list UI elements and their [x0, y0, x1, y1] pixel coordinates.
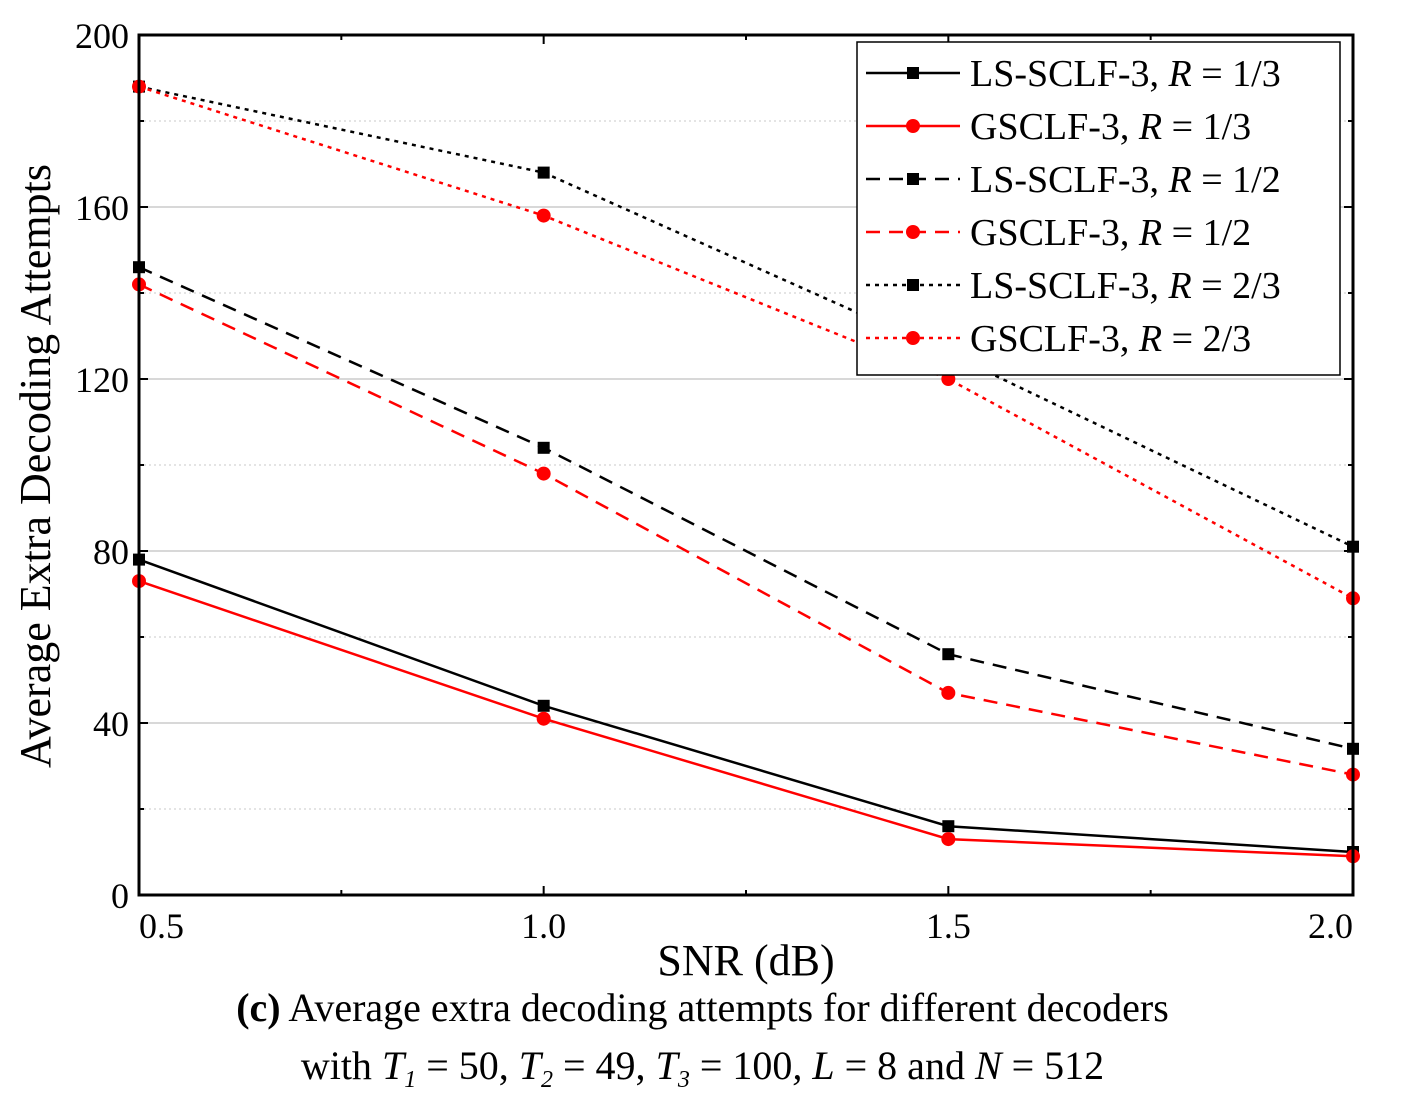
figure-caption-line-2: with T1 = 50, T2 = 49, T3 = 100, L = 8 a…	[0, 1042, 1405, 1094]
series-1	[132, 574, 1360, 864]
caption-comma: ,	[792, 1043, 813, 1088]
y-tick-label: 80	[93, 532, 129, 572]
data-point	[537, 166, 550, 179]
caption-t2-var: T	[518, 1043, 541, 1088]
caption-l-var: L	[812, 1043, 835, 1088]
data-point	[941, 685, 956, 700]
caption-n-var: N	[974, 1043, 1002, 1088]
data-point	[942, 820, 955, 833]
series-line-3	[138, 283, 1354, 776]
series-line-5	[138, 85, 1354, 600]
caption-t3-sub: 3	[677, 1067, 690, 1093]
legend-marker	[907, 279, 919, 291]
series-3	[132, 277, 1360, 782]
legend-marker	[906, 225, 920, 239]
series-2	[133, 261, 1359, 755]
legend-marker	[906, 119, 920, 133]
caption-t3-var: T	[655, 1043, 678, 1088]
line-chart: 0 40 80 120 160 200 0.5 1.0 1.5 2.0 LS-SCLF-3, R …	[11, 16, 1360, 985]
y-tick-label: 40	[93, 704, 129, 744]
x-axis-label: SNR (dB)	[657, 936, 834, 985]
series-line-1	[138, 579, 1354, 858]
legend-marker	[906, 331, 920, 345]
x-tick-label: 1.5	[926, 906, 971, 946]
x-tick-label: 0.5	[139, 906, 184, 946]
caption-label: (c)	[236, 985, 281, 1030]
caption-text: Average extra decoding attempts for diff…	[280, 985, 1169, 1030]
caption-t2-value: = 49,	[553, 1043, 656, 1088]
legend: LS-SCLF-3, R = 1/3 GSCLF-3, R = 1/3 LS-SCL…	[856, 41, 1341, 376]
y-tick-label: 200	[75, 16, 129, 56]
y-tick-label: 120	[75, 360, 129, 400]
series-lines	[132, 79, 1360, 864]
series-line-4	[138, 85, 1354, 548]
caption-t1-var: T	[381, 1043, 405, 1088]
x-tick-label: 2.0	[1308, 906, 1353, 946]
y-tick-label: 160	[75, 188, 129, 228]
legend-label: GSCLF-3, R = 1/3	[970, 106, 1251, 148]
caption-t3-value: = 100	[689, 1043, 793, 1088]
y-tick-label: 0	[111, 876, 129, 916]
legend-box	[856, 41, 1341, 376]
legend-marker	[907, 67, 919, 79]
caption-t1-value: = 50,	[416, 1043, 519, 1088]
x-tick-label: 1.0	[521, 906, 566, 946]
legend-label: GSCLF-3, R = 1/2	[970, 212, 1251, 254]
axis-ticks: 0 40 80 120 160 200 0.5 1.0 1.5 2.0	[75, 16, 1354, 946]
data-point	[537, 441, 550, 454]
data-point	[536, 466, 551, 481]
series-line-2	[138, 266, 1354, 751]
caption-l-value: = 8 and	[834, 1043, 975, 1088]
legend-label: LS-SCLF-3, R = 1/3	[970, 53, 1281, 95]
caption-with: with	[300, 1043, 382, 1088]
data-point	[941, 832, 956, 847]
data-point	[942, 648, 955, 661]
caption-t1-sub: 1	[404, 1067, 417, 1093]
figure-caption-line-1: (c) Average extra decoding attempts for …	[0, 984, 1405, 1031]
caption-n-value: = 512	[1001, 1043, 1105, 1088]
data-point	[536, 208, 551, 223]
series-0	[133, 553, 1359, 858]
legend-label: LS-SCLF-3, R = 1/2	[970, 159, 1281, 201]
y-axis-label: Average Extra Decoding Attempts	[11, 164, 60, 768]
series-line-0	[138, 558, 1354, 854]
data-point	[536, 711, 551, 726]
legend-marker	[907, 173, 919, 185]
legend-label: GSCLF-3, R = 2/3	[970, 318, 1251, 360]
caption-t2-sub: 2	[541, 1067, 553, 1093]
data-point	[537, 699, 550, 712]
legend-label: LS-SCLF-3, R = 2/3	[970, 265, 1281, 307]
